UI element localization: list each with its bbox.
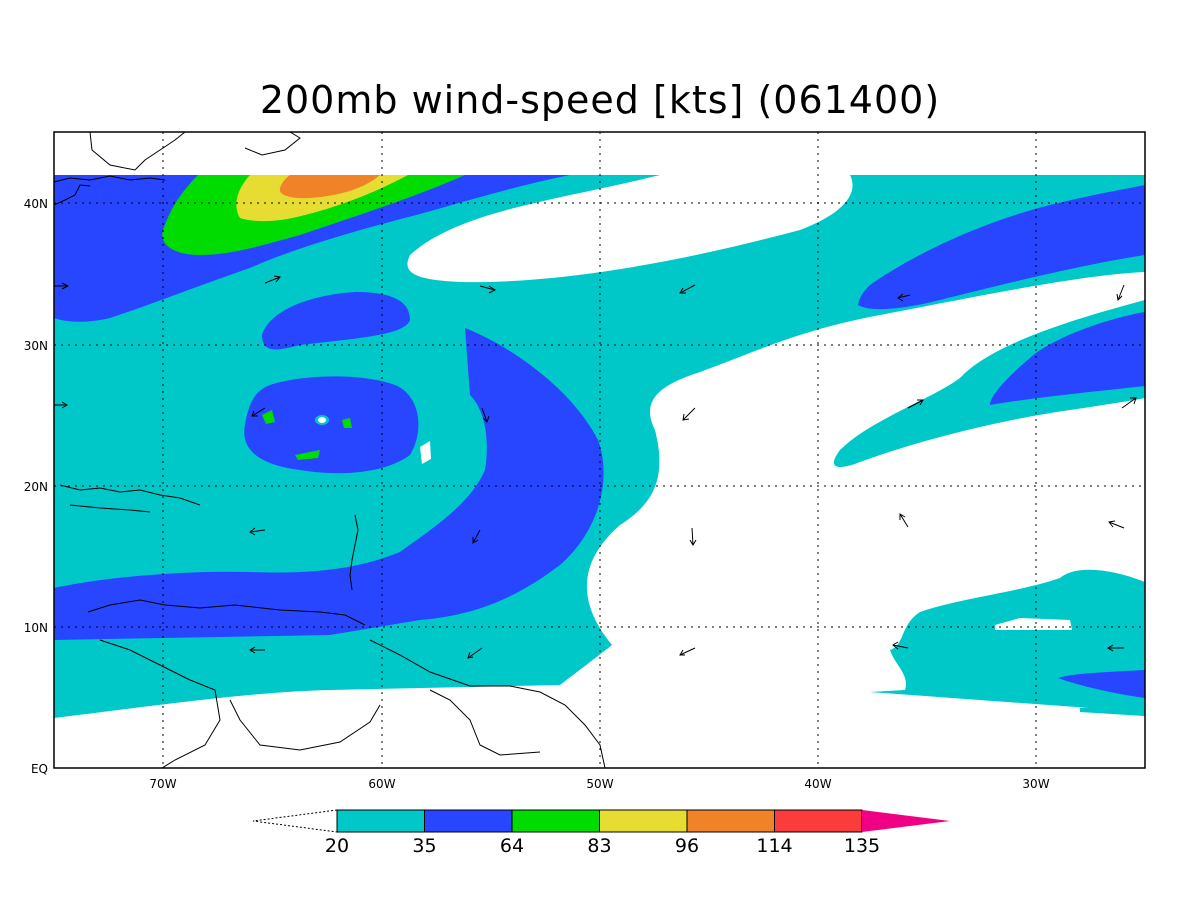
lon-label-70w: 70W bbox=[149, 777, 176, 791]
colorbar-tick-label: 114 bbox=[756, 835, 792, 857]
colorbar-bin bbox=[599, 809, 688, 833]
calm-spot-inner bbox=[420, 441, 431, 464]
wind-speed-field bbox=[54, 175, 1145, 718]
calm-eye-center bbox=[318, 417, 326, 423]
wind-arrow bbox=[1107, 644, 1124, 652]
contour-35kt-east-south bbox=[1058, 670, 1145, 698]
green-patch-3 bbox=[342, 418, 352, 428]
colorbar-high-triangle bbox=[862, 810, 950, 832]
colorbar-tick-label: 64 bbox=[500, 835, 524, 857]
plot-title: 200mb wind-speed [kts] (061400) bbox=[259, 78, 941, 122]
lon-label-40w: 40W bbox=[804, 777, 831, 791]
lon-label-60w: 60W bbox=[368, 777, 395, 791]
wind-arrow bbox=[899, 513, 909, 528]
wind-arrow bbox=[1121, 397, 1137, 409]
longitude-labels: 70W 60W 50W 40W 30W bbox=[149, 777, 1049, 791]
colorbar-tick-label: 83 bbox=[587, 835, 611, 857]
lat-label-20n: 20N bbox=[24, 480, 48, 494]
colorbar-bin bbox=[511, 809, 600, 833]
contour-20kt-east-edge bbox=[1080, 705, 1145, 716]
wind-arrow bbox=[907, 399, 924, 409]
lat-label-30n: 30N bbox=[24, 339, 48, 353]
contour-35kt-east-north bbox=[858, 185, 1145, 310]
wind-arrow bbox=[249, 527, 266, 536]
colorbar-tick-label: 35 bbox=[412, 835, 436, 857]
contour-35kt-east-mid bbox=[990, 312, 1145, 405]
contour-96kt bbox=[279, 175, 380, 199]
graticule bbox=[54, 132, 1145, 768]
colorbar: 20 35 64 83 96 114 135 bbox=[252, 809, 950, 857]
wind-arrow bbox=[689, 527, 697, 546]
wind-arrow bbox=[54, 401, 68, 409]
wind-arrow bbox=[679, 647, 696, 656]
colorbar-tick-label: 20 bbox=[325, 835, 349, 857]
lat-label-eq: EQ bbox=[31, 762, 48, 776]
wind-arrow bbox=[1116, 284, 1125, 302]
wind-arrow bbox=[682, 407, 696, 421]
lat-label-40n: 40N bbox=[24, 197, 48, 211]
green-patch-2 bbox=[262, 410, 275, 424]
wind-arrow bbox=[472, 529, 481, 544]
lat-label-10n: 10N bbox=[24, 621, 48, 635]
contour-35kt-cyclone bbox=[54, 328, 604, 640]
contour-83kt bbox=[236, 175, 408, 222]
contour-35kt-ring bbox=[244, 376, 419, 474]
wind-arrow bbox=[54, 282, 70, 290]
colorbar-low-triangle bbox=[252, 809, 338, 833]
wind-arrow bbox=[467, 647, 483, 659]
colorbar-tick-label: 135 bbox=[844, 835, 880, 857]
wind-arrow bbox=[892, 641, 909, 650]
colorbar-bin bbox=[686, 809, 775, 833]
wind-arrow bbox=[264, 275, 281, 284]
colorbar-bin bbox=[424, 809, 513, 833]
wind-arrow bbox=[479, 285, 496, 294]
lon-label-50w: 50W bbox=[586, 777, 613, 791]
lon-label-30w: 30W bbox=[1022, 777, 1049, 791]
latitude-labels: 40N 30N 20N 10N EQ bbox=[24, 197, 48, 776]
coastlines bbox=[54, 132, 606, 768]
contour-35kt-north-arc bbox=[262, 292, 410, 350]
wind-vectors bbox=[54, 275, 1137, 659]
colorbar-tick-label: 96 bbox=[675, 835, 699, 857]
green-patch-1 bbox=[295, 450, 320, 460]
colorbar-bin bbox=[774, 809, 863, 833]
wind-arrow bbox=[481, 407, 490, 423]
wind-arrow bbox=[251, 407, 266, 417]
colorbar-bin bbox=[336, 809, 425, 833]
wind-arrow bbox=[897, 293, 911, 302]
wind-arrow bbox=[249, 646, 265, 654]
wind-arrow bbox=[679, 284, 696, 294]
wind-arrow bbox=[1108, 520, 1125, 529]
